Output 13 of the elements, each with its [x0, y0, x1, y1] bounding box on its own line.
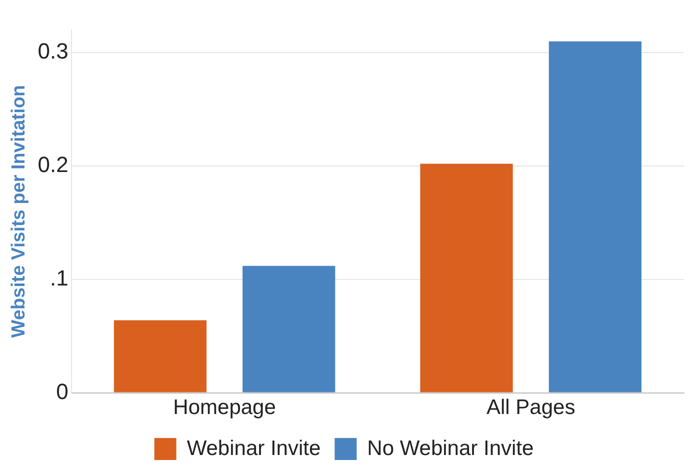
y-tick-label: 0 — [56, 378, 68, 404]
x-tick-label: All Pages — [486, 396, 576, 420]
y-tick-label: 0.3 — [38, 38, 68, 64]
legend-label: Webinar Invite — [186, 436, 321, 460]
y-tick-label: 0.2 — [38, 152, 68, 178]
legend-label: No Webinar Invite — [367, 436, 534, 460]
y-axis-title: Website Visits per Invitation — [8, 85, 30, 338]
bar — [548, 41, 642, 392]
bar — [114, 320, 207, 392]
bar — [420, 164, 513, 392]
bar — [242, 266, 336, 392]
x-tick-label: Homepage — [173, 396, 276, 420]
y-tick-label: .1 — [50, 265, 68, 290]
